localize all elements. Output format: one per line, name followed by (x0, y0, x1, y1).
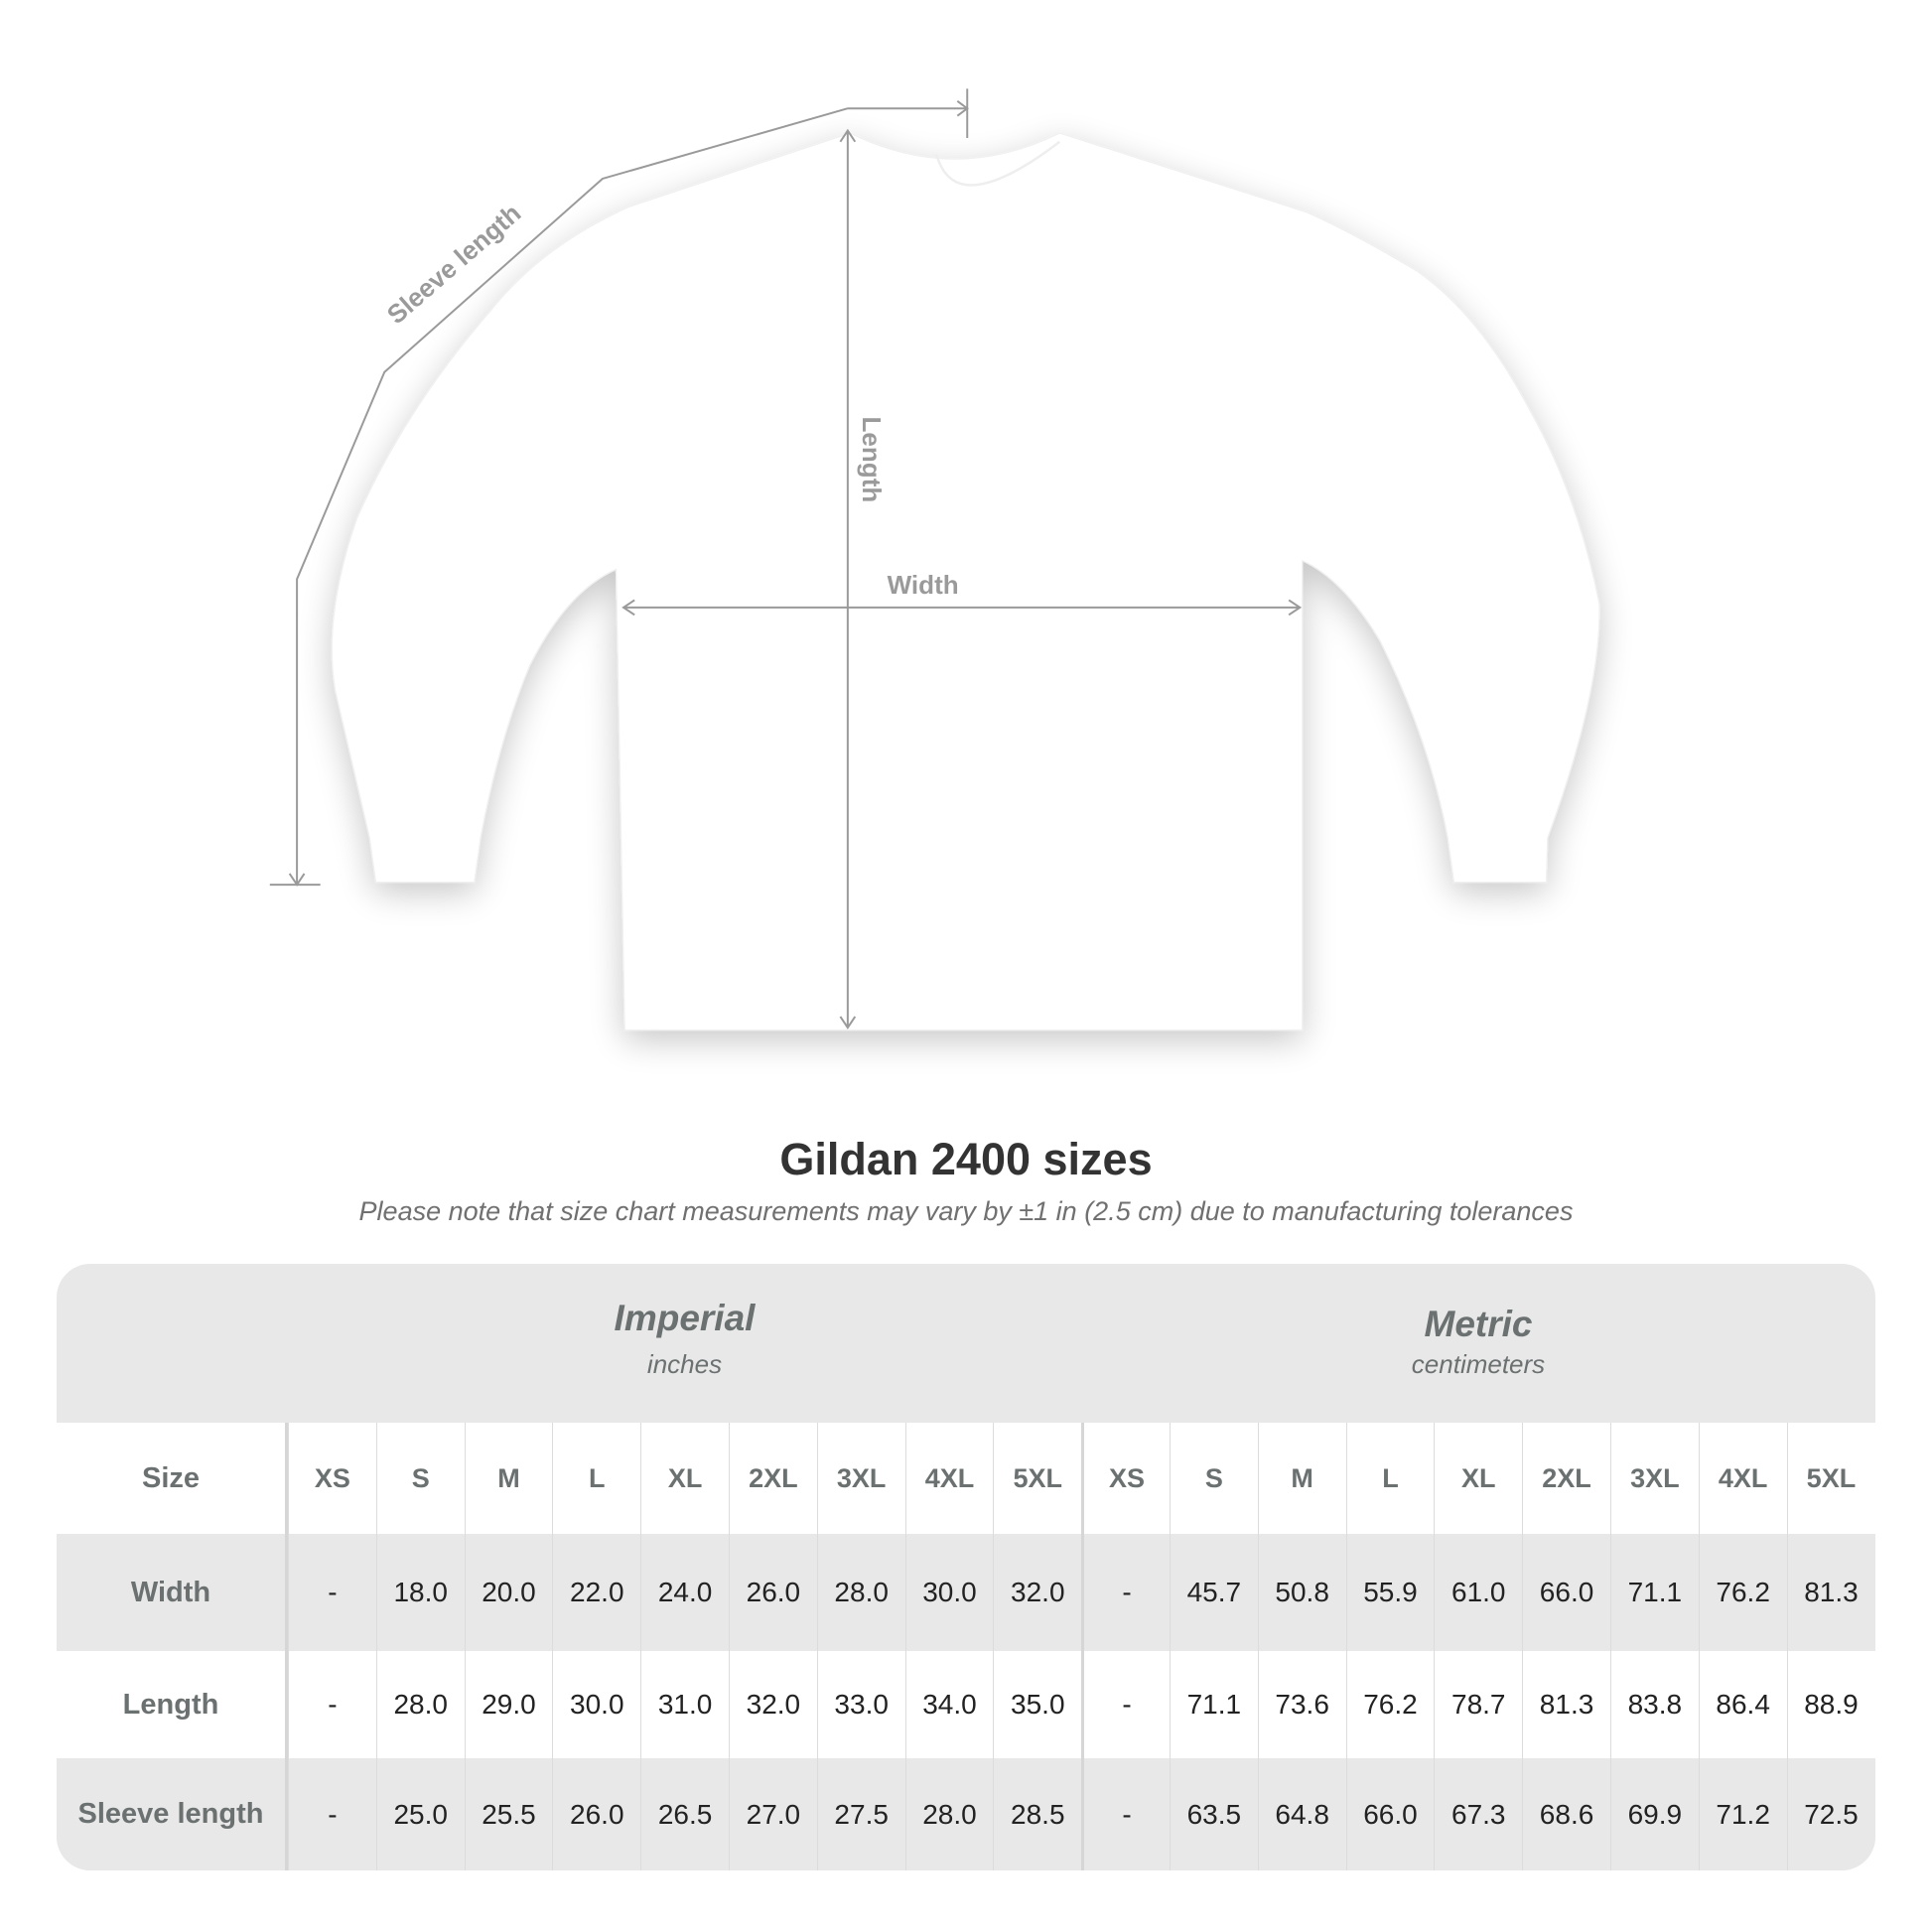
metric-value: - (1081, 1534, 1170, 1651)
imperial-value: 26.0 (728, 1534, 817, 1651)
imperial-value: 28.0 (904, 1758, 994, 1870)
imperial-value: 28.5 (993, 1758, 1081, 1870)
metric-unit: centimeters (1411, 1349, 1546, 1379)
row-label: Length (57, 1651, 288, 1758)
metric-value: 73.6 (1257, 1651, 1346, 1758)
metric-value: 66.0 (1522, 1534, 1610, 1651)
metric-value: - (1081, 1758, 1170, 1870)
metric-title: Metric (1424, 1304, 1533, 1344)
size-header: L (1345, 1423, 1435, 1534)
imperial-unit: inches (646, 1349, 723, 1379)
metric-value: 76.2 (1698, 1534, 1787, 1651)
imperial-value: 30.0 (552, 1651, 640, 1758)
size-header: 5XL (993, 1423, 1081, 1534)
length-measure-line (839, 128, 857, 1030)
table-row: Sleeve length -25.0 25.5 26.0 26.5 27.0 27.5 28… (57, 1758, 1875, 1870)
metric-value: 55.9 (1345, 1534, 1435, 1651)
metric-value: 71.1 (1169, 1651, 1258, 1758)
imperial-title: Imperial (614, 1298, 756, 1338)
long-sleeve-shirt (331, 132, 1600, 1032)
metric-value: 61.0 (1434, 1534, 1522, 1651)
metric-value: 81.3 (1786, 1534, 1875, 1651)
metric-value: 69.9 (1609, 1758, 1699, 1870)
imperial-value: 32.0 (993, 1534, 1081, 1651)
sleeve-arrowhead-bottom (288, 873, 306, 887)
tolerance-note: Please note that size chart measurements… (358, 1196, 1574, 1226)
metric-value: 88.9 (1786, 1651, 1875, 1758)
length-label: Length (857, 417, 887, 503)
imperial-value: - (288, 1758, 376, 1870)
metric-value: 78.7 (1434, 1651, 1522, 1758)
imperial-value: 26.0 (552, 1758, 640, 1870)
imperial-value: 30.0 (904, 1534, 994, 1651)
size-header: 3XL (1609, 1423, 1699, 1534)
imperial-value: 27.5 (816, 1758, 905, 1870)
row-label: Sleeve length (57, 1758, 288, 1870)
row-label: Width (57, 1534, 288, 1651)
size-header: 4XL (904, 1423, 994, 1534)
width-measure-line (621, 599, 1303, 617)
size-header: M (1257, 1423, 1346, 1534)
metric-value: 71.1 (1609, 1534, 1699, 1651)
metric-value: 66.0 (1345, 1758, 1435, 1870)
imperial-value: 22.0 (552, 1534, 640, 1651)
imperial-value: 24.0 (640, 1534, 729, 1651)
metric-value: - (1081, 1651, 1170, 1758)
size-header: M (464, 1423, 553, 1534)
size-header: S (375, 1423, 465, 1534)
width-label: Width (888, 570, 959, 600)
shirt-collar (935, 140, 1061, 187)
size-header: 2XL (728, 1423, 817, 1534)
imperial-value: - (288, 1651, 376, 1758)
imperial-value: 28.0 (816, 1534, 905, 1651)
metric-header: Metric centimeters (1081, 1264, 1875, 1423)
imperial-value: 29.0 (464, 1651, 553, 1758)
metric-value: 83.8 (1609, 1651, 1699, 1758)
size-header: XL (640, 1423, 729, 1534)
imperial-value: 31.0 (640, 1651, 729, 1758)
size-header: XS (288, 1423, 376, 1534)
imperial-header: Imperial inches (288, 1264, 1081, 1423)
size-header: 4XL (1698, 1423, 1787, 1534)
size-header: 2XL (1522, 1423, 1610, 1534)
metric-value: 76.2 (1345, 1651, 1435, 1758)
imperial-value: 27.0 (728, 1758, 817, 1870)
imperial-value: 32.0 (728, 1651, 817, 1758)
size-header-row: Size XS S M L XL 2XL 3XL 4XL 5XL XS S M L XL 2XL 3XL 4XL 5… (57, 1423, 1875, 1534)
size-header: L (552, 1423, 640, 1534)
metric-value: 71.2 (1698, 1758, 1787, 1870)
size-header: 3XL (816, 1423, 905, 1534)
metric-value: 64.8 (1257, 1758, 1346, 1870)
metric-value: 86.4 (1698, 1651, 1787, 1758)
size-header: S (1169, 1423, 1258, 1534)
metric-value: 68.6 (1522, 1758, 1610, 1870)
size-header: XS (1081, 1423, 1170, 1534)
imperial-value: 35.0 (993, 1651, 1081, 1758)
sleeve-measure-line (269, 88, 969, 887)
size-header: XL (1434, 1423, 1522, 1534)
metric-value: 81.3 (1522, 1651, 1610, 1758)
imperial-value: 28.0 (375, 1651, 465, 1758)
imperial-value: 34.0 (904, 1651, 994, 1758)
row-label: Size (57, 1423, 288, 1534)
imperial-value: 18.0 (375, 1534, 465, 1651)
size-chart-table: Imperial inches Metric centimeters Size X… (57, 1264, 1875, 1870)
shirt-measurement-diagram: Sleeve length Length Width (269, 88, 1600, 1032)
metric-value: 50.8 (1257, 1534, 1346, 1651)
imperial-value: 25.0 (375, 1758, 465, 1870)
table-row: Width -18.0 20.0 22.0 24.0 26.0 28.0 30.0 32.0-4… (57, 1534, 1875, 1651)
imperial-value: - (288, 1534, 376, 1651)
imperial-value: 20.0 (464, 1534, 553, 1651)
metric-value: 72.5 (1786, 1758, 1875, 1870)
metric-value: 63.5 (1169, 1758, 1258, 1870)
page-title: Gildan 2400 sizes (779, 1134, 1153, 1184)
table-row: Length -28.0 29.0 30.0 31.0 32.0 33.0 34.0 35.0-… (57, 1651, 1875, 1758)
size-header: 5XL (1786, 1423, 1875, 1534)
imperial-value: 26.5 (640, 1758, 729, 1870)
imperial-value: 25.5 (464, 1758, 553, 1870)
metric-value: 67.3 (1434, 1758, 1522, 1870)
sleeve-arrowhead-top (956, 99, 969, 117)
imperial-value: 33.0 (816, 1651, 905, 1758)
metric-value: 45.7 (1169, 1534, 1258, 1651)
